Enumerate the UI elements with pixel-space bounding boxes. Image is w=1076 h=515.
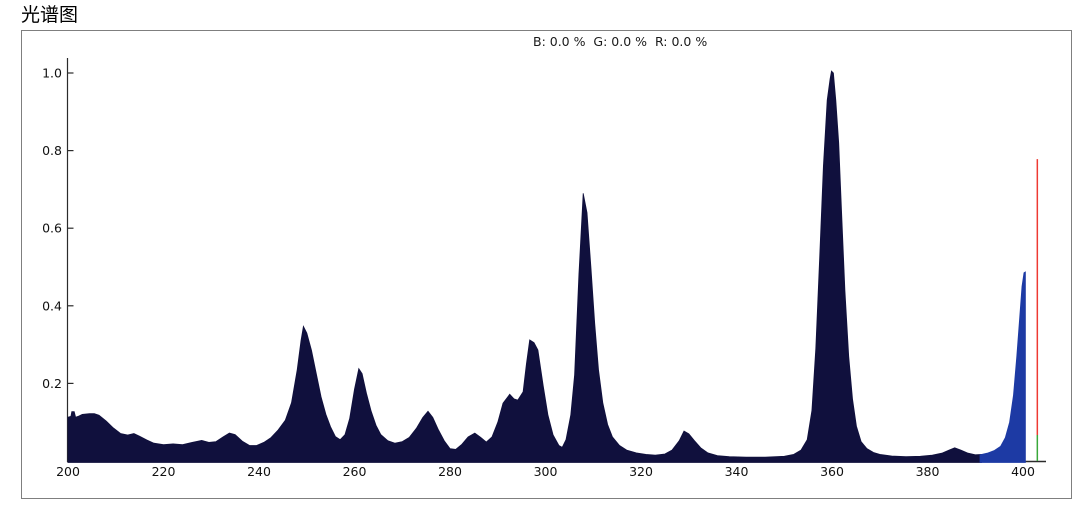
- y-tick-label: 0.6: [42, 221, 62, 236]
- x-tick-label: 260: [343, 464, 367, 479]
- y-tick-label: 0.2: [42, 376, 62, 391]
- x-tick-label: 400: [1011, 464, 1035, 479]
- x-tick-label: 380: [916, 464, 940, 479]
- x-tick-label: 360: [820, 464, 844, 479]
- x-tick-label: 240: [247, 464, 271, 479]
- x-tick-label: 200: [56, 464, 80, 479]
- y-tick-label: 0.8: [42, 143, 62, 158]
- spectrum-visible-region-area: [979, 271, 1026, 463]
- x-tick-label: 320: [629, 464, 653, 479]
- x-tick-label: 280: [438, 464, 462, 479]
- y-tick-label: 0.4: [42, 298, 62, 313]
- x-tick-label: 220: [152, 464, 176, 479]
- x-tick-label: 340: [725, 464, 749, 479]
- spectrum-uv-region-area: [67, 70, 982, 463]
- page-title: 光谱图: [21, 4, 79, 26]
- rgb-readout-label: B: 0.0 % G: 0.0 % R: 0.0 %: [533, 34, 708, 49]
- x-tick-label: 300: [534, 464, 558, 479]
- y-tick-label: 1.0: [42, 66, 62, 81]
